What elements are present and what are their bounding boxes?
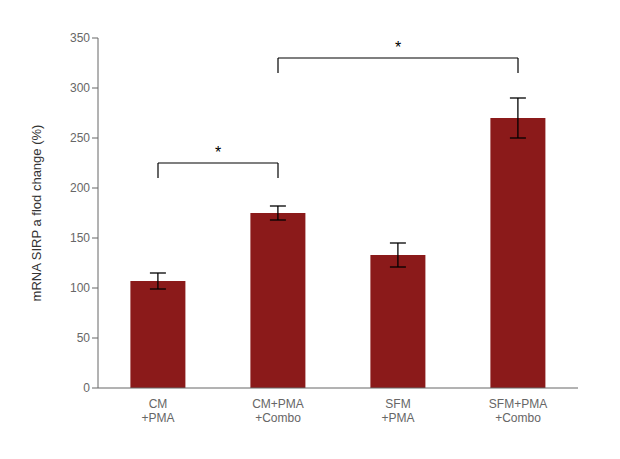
svg-text:SFM+PMA: SFM+PMA — [381, 397, 414, 425]
svg-text:150: 150 — [70, 231, 90, 245]
svg-text:*: * — [395, 39, 401, 56]
svg-text:*: * — [215, 144, 221, 161]
svg-text:200: 200 — [70, 181, 90, 195]
svg-text:mRNA SIRP a flod change (%): mRNA SIRP a flod change (%) — [29, 125, 44, 302]
svg-text:100: 100 — [70, 281, 90, 295]
svg-text:50: 50 — [77, 331, 91, 345]
svg-text:0: 0 — [83, 381, 90, 395]
svg-text:350: 350 — [70, 31, 90, 45]
svg-text:250: 250 — [70, 131, 90, 145]
svg-text:SFM+PMA+Combo: SFM+PMA+Combo — [489, 397, 547, 425]
svg-text:CM+PMA+Combo: CM+PMA+Combo — [252, 397, 304, 425]
svg-text:CM+PMA: CM+PMA — [141, 397, 174, 425]
svg-text:300: 300 — [70, 81, 90, 95]
